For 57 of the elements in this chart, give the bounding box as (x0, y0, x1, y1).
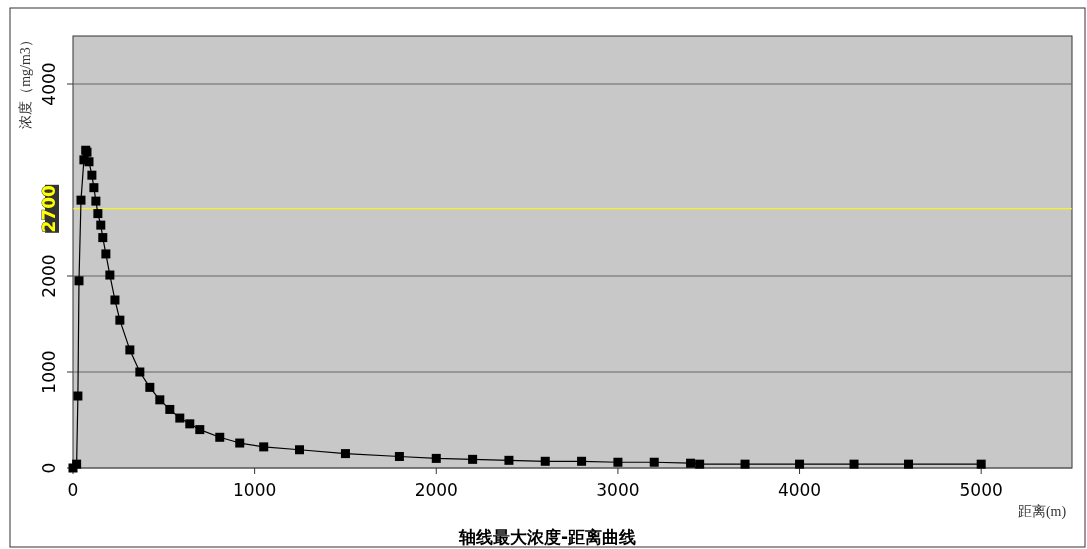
point (649, 457, 659, 467)
y-tick-label: 4000 (39, 62, 59, 106)
point (849, 459, 859, 469)
point (105, 270, 115, 280)
point (613, 457, 623, 467)
point (431, 453, 441, 463)
point (101, 249, 111, 259)
point (125, 345, 135, 355)
point (295, 445, 304, 455)
point (740, 459, 750, 469)
point (185, 419, 195, 429)
point (235, 438, 245, 448)
point (577, 456, 587, 466)
text: 轴线最大浓度-距离曲线 (457, 527, 637, 547)
x-tick-label: 3000 (596, 480, 640, 500)
y-tick-label: 2000 (39, 254, 59, 298)
point (84, 157, 94, 167)
point (340, 449, 350, 459)
point (87, 170, 97, 180)
x-tick-label: 2000 (414, 480, 458, 500)
point (115, 315, 125, 325)
point (73, 391, 83, 401)
point (259, 442, 269, 452)
point (195, 425, 205, 435)
point (135, 367, 145, 377)
point (540, 456, 550, 466)
point (175, 413, 185, 423)
point (695, 459, 705, 469)
ref-line-label: 2700 (39, 184, 59, 233)
point (504, 455, 514, 465)
x-axis-title: 距离(m) (1017, 504, 1067, 520)
point (72, 459, 82, 469)
x-tick-label: 5000 (959, 480, 1003, 500)
point (110, 295, 120, 305)
point (468, 454, 478, 464)
point (145, 382, 155, 392)
point (215, 432, 225, 442)
y-tick-label: 1000 (39, 350, 59, 394)
point (74, 276, 84, 286)
point (93, 209, 103, 219)
point (89, 183, 99, 193)
x-tick-label: 1000 (233, 480, 277, 500)
point (91, 196, 101, 206)
point (686, 458, 696, 468)
point (976, 459, 986, 469)
point (96, 220, 106, 230)
x-tick-label: 0 (67, 480, 79, 500)
point (795, 459, 805, 469)
y-axis-title: 浓度（mg/m3） (18, 33, 33, 129)
point (98, 233, 108, 243)
point (76, 195, 86, 205)
y-tick-label: 0 (39, 462, 59, 474)
point (904, 459, 914, 469)
x-tick-label: 4000 (777, 480, 822, 500)
point (165, 404, 175, 414)
point (394, 451, 404, 461)
point (155, 395, 165, 405)
